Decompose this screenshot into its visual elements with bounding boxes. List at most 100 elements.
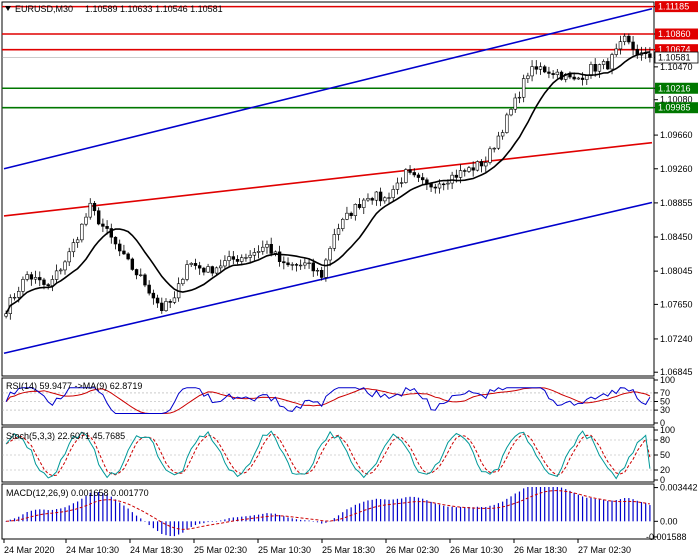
macd-bar xyxy=(119,502,121,522)
candle-body xyxy=(139,274,143,276)
candle-body xyxy=(593,64,597,72)
candle-body xyxy=(606,61,610,70)
candle-body xyxy=(164,301,168,311)
candle-body xyxy=(458,170,463,178)
candle-body xyxy=(118,243,122,252)
macd-bar xyxy=(220,520,222,522)
macd-bar xyxy=(485,507,487,522)
macd-bar xyxy=(72,503,75,522)
macd-bar xyxy=(140,518,142,522)
candle-body xyxy=(383,197,387,202)
candle-body xyxy=(273,251,278,254)
oscillator-tick-label: 80 xyxy=(660,435,670,445)
candle-body xyxy=(67,251,71,263)
trend-line-trend[interactable] xyxy=(3,141,653,217)
macd-bar xyxy=(165,521,167,536)
macd-tick-label: 0.00 xyxy=(660,516,678,526)
oscillator-tick-label: 30 xyxy=(660,405,670,415)
candle-body xyxy=(101,223,105,227)
macd-bar xyxy=(236,517,239,522)
candle-body xyxy=(96,210,101,225)
macd-bar xyxy=(586,497,588,522)
candle-body xyxy=(12,296,17,299)
macd-bar xyxy=(350,507,352,522)
macd-bar xyxy=(573,492,575,522)
macd-bar xyxy=(232,517,234,522)
candle-body xyxy=(416,174,421,178)
macd-bar xyxy=(624,498,626,522)
macd-bar xyxy=(102,493,104,522)
candle-body xyxy=(370,198,374,201)
macd-bar xyxy=(228,518,230,522)
candle-body xyxy=(54,270,59,280)
macd-bar xyxy=(9,519,11,522)
oscillator-tick-label: 50 xyxy=(660,450,670,460)
candle-body xyxy=(17,291,21,298)
candle-body xyxy=(193,263,198,266)
macd-bar xyxy=(468,506,470,522)
stoch-signal-line xyxy=(5,433,651,477)
candle-body xyxy=(589,64,593,76)
candle-body xyxy=(38,277,42,281)
candle-body xyxy=(526,75,530,79)
candle-body xyxy=(75,239,80,243)
macd-bar xyxy=(523,488,525,522)
level-price-label: 1.10216 xyxy=(658,83,691,93)
macd-bar xyxy=(106,494,108,522)
trend-line-channel-upper[interactable] xyxy=(3,7,653,170)
candle-body xyxy=(341,218,345,229)
trend-line-channel-lower[interactable] xyxy=(3,201,653,355)
candle-body xyxy=(50,279,55,286)
macd-bar xyxy=(363,501,365,522)
macd-bar xyxy=(308,520,310,522)
candle-body xyxy=(627,35,631,43)
macd-bar xyxy=(388,499,390,522)
macd-bar xyxy=(18,516,20,522)
candle-body xyxy=(29,274,34,280)
price-tick-label: 1.08045 xyxy=(660,266,693,276)
candle-body xyxy=(442,183,446,186)
candle-body xyxy=(248,254,252,258)
candle-body xyxy=(185,264,189,280)
macd-bar xyxy=(342,512,344,522)
macd-bar xyxy=(169,521,171,537)
candle-body xyxy=(446,182,450,185)
candle-body xyxy=(408,169,412,173)
candle-body xyxy=(155,297,160,304)
candle-body xyxy=(168,301,172,303)
candle-body xyxy=(105,226,109,229)
candle-body xyxy=(513,97,517,110)
candle-body xyxy=(622,35,627,42)
macd-bar xyxy=(51,509,53,522)
candle-body xyxy=(231,256,236,260)
candle-body xyxy=(197,265,202,269)
candle-body xyxy=(471,167,475,171)
time-tick-label: 25 Mar 18:30 xyxy=(322,545,375,555)
macd-bar xyxy=(480,507,483,522)
candle-body xyxy=(172,297,177,303)
macd-bar xyxy=(527,487,529,522)
macd-bar xyxy=(401,498,403,522)
macd-bar xyxy=(178,521,180,535)
macd-bar xyxy=(354,504,356,522)
candle-body xyxy=(143,274,147,286)
macd-bar xyxy=(367,500,369,522)
candle-body xyxy=(244,257,248,259)
macd-bar xyxy=(443,505,445,522)
candle-body xyxy=(349,212,353,216)
macd-bar xyxy=(329,520,331,522)
oscillator-tick-label: 0 xyxy=(660,418,665,428)
symbol-dropdown-icon[interactable] xyxy=(5,6,11,11)
candle-body xyxy=(33,277,38,280)
price-tick-label: 1.10080 xyxy=(660,95,693,105)
macd-bar xyxy=(506,498,508,522)
candle-body xyxy=(235,259,240,262)
price-tick-label: 1.08450 xyxy=(660,232,693,242)
macd-bar xyxy=(489,505,491,522)
candle-body xyxy=(88,202,92,218)
macd-bar xyxy=(603,499,605,522)
macd-bar xyxy=(85,496,87,522)
macd-bar xyxy=(548,487,550,522)
macd-bar xyxy=(422,498,424,522)
